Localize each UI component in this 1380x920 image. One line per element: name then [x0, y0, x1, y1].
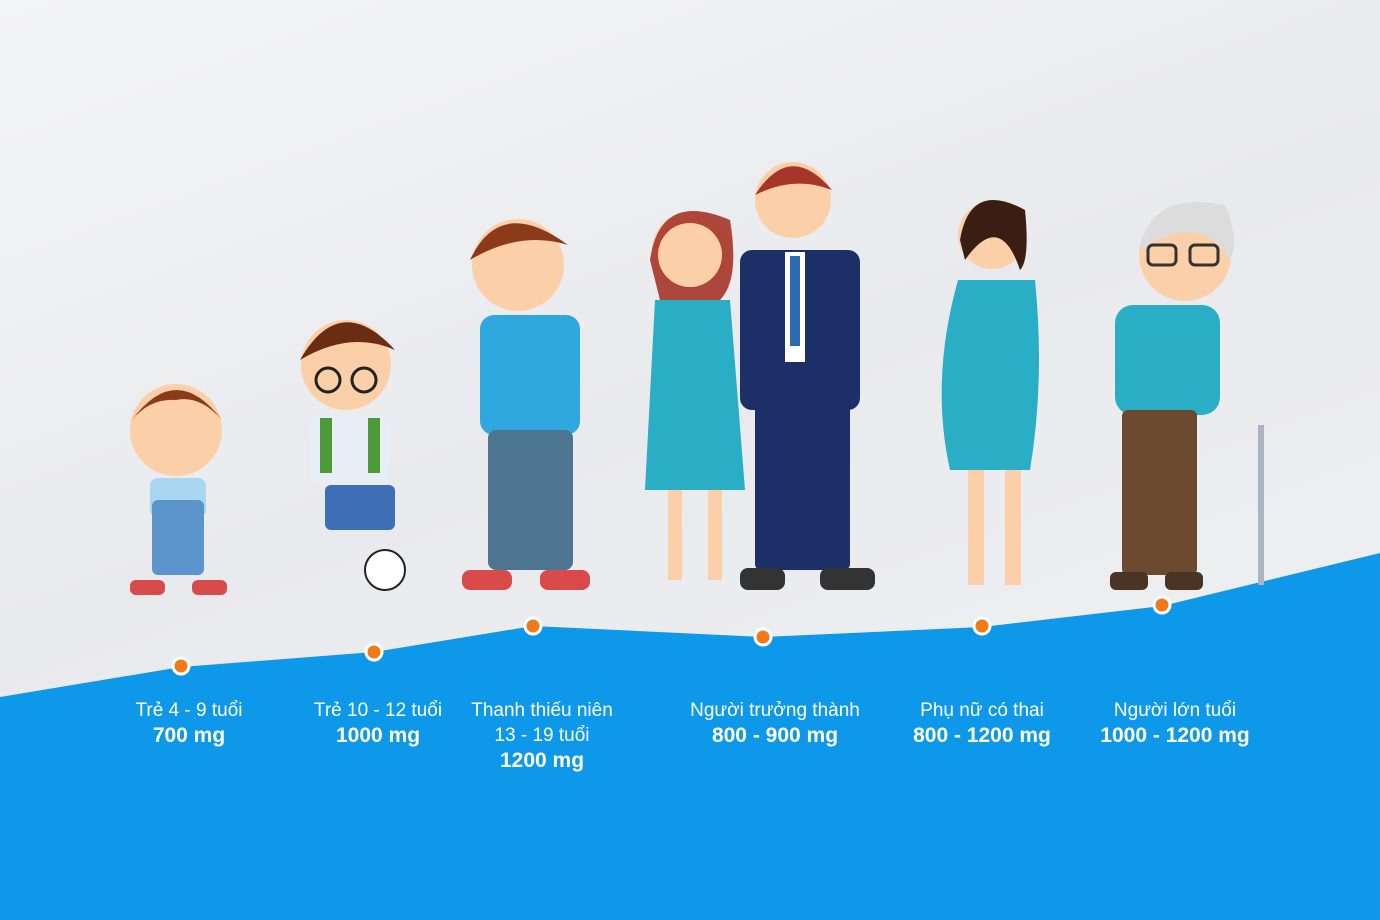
calcium-dose: 1000 mg	[335, 724, 421, 747]
group-label-teen: Thanh thiếu niên 13 - 19 tuổi 1200 mg	[432, 698, 652, 773]
teen-figure	[462, 219, 590, 590]
age-group: Trẻ 10 - 12 tuổi	[313, 700, 443, 721]
schoolboy-figure	[300, 320, 406, 591]
calcium-dose: 800 - 900 mg	[711, 724, 839, 747]
group-label-adult: Người trưởng thành 800 - 900 mg	[665, 698, 885, 748]
timeline-dot	[972, 616, 992, 636]
age-group: Thanh thiếu niên	[471, 700, 613, 721]
timeline-dot	[171, 656, 191, 676]
age-group: Trẻ 4 - 9 tuổi	[135, 700, 243, 721]
timeline-dots	[171, 595, 1172, 676]
timeline-dot	[364, 642, 384, 662]
age-group: Người trưởng thành	[690, 700, 860, 721]
timeline-dot	[1152, 595, 1172, 615]
group-label-pregnant: Phụ nữ có thai 800 - 1200 mg	[872, 698, 1092, 748]
blue-wave	[0, 553, 1380, 920]
elderly-man-figure	[1110, 202, 1264, 590]
timeline-dot	[523, 616, 543, 636]
calcium-dose: 800 - 1200 mg	[913, 724, 1051, 747]
group-label-children-10-12: Trẻ 10 - 12 tuổi 1000 mg	[268, 698, 488, 748]
group-label-children-4-9: Trẻ 4 - 9 tuổi 700 mg	[79, 698, 299, 748]
calcium-dose: 700 mg	[152, 724, 226, 747]
age-range: 13 - 19 tuổi	[494, 725, 590, 746]
adult-couple-figure	[645, 162, 875, 590]
group-label-elderly: Người lớn tuổi 1000 - 1200 mg	[1065, 698, 1285, 748]
calcium-dose: 1200 mg	[499, 749, 585, 772]
toddler-figure	[130, 384, 227, 595]
age-group: Người lớn tuổi	[1113, 700, 1237, 721]
calcium-dose: 1000 - 1200 mg	[1100, 724, 1250, 747]
timeline-dot	[753, 627, 773, 647]
age-group: Phụ nữ có thai	[920, 700, 1044, 721]
pregnant-woman-figure	[941, 200, 1039, 585]
